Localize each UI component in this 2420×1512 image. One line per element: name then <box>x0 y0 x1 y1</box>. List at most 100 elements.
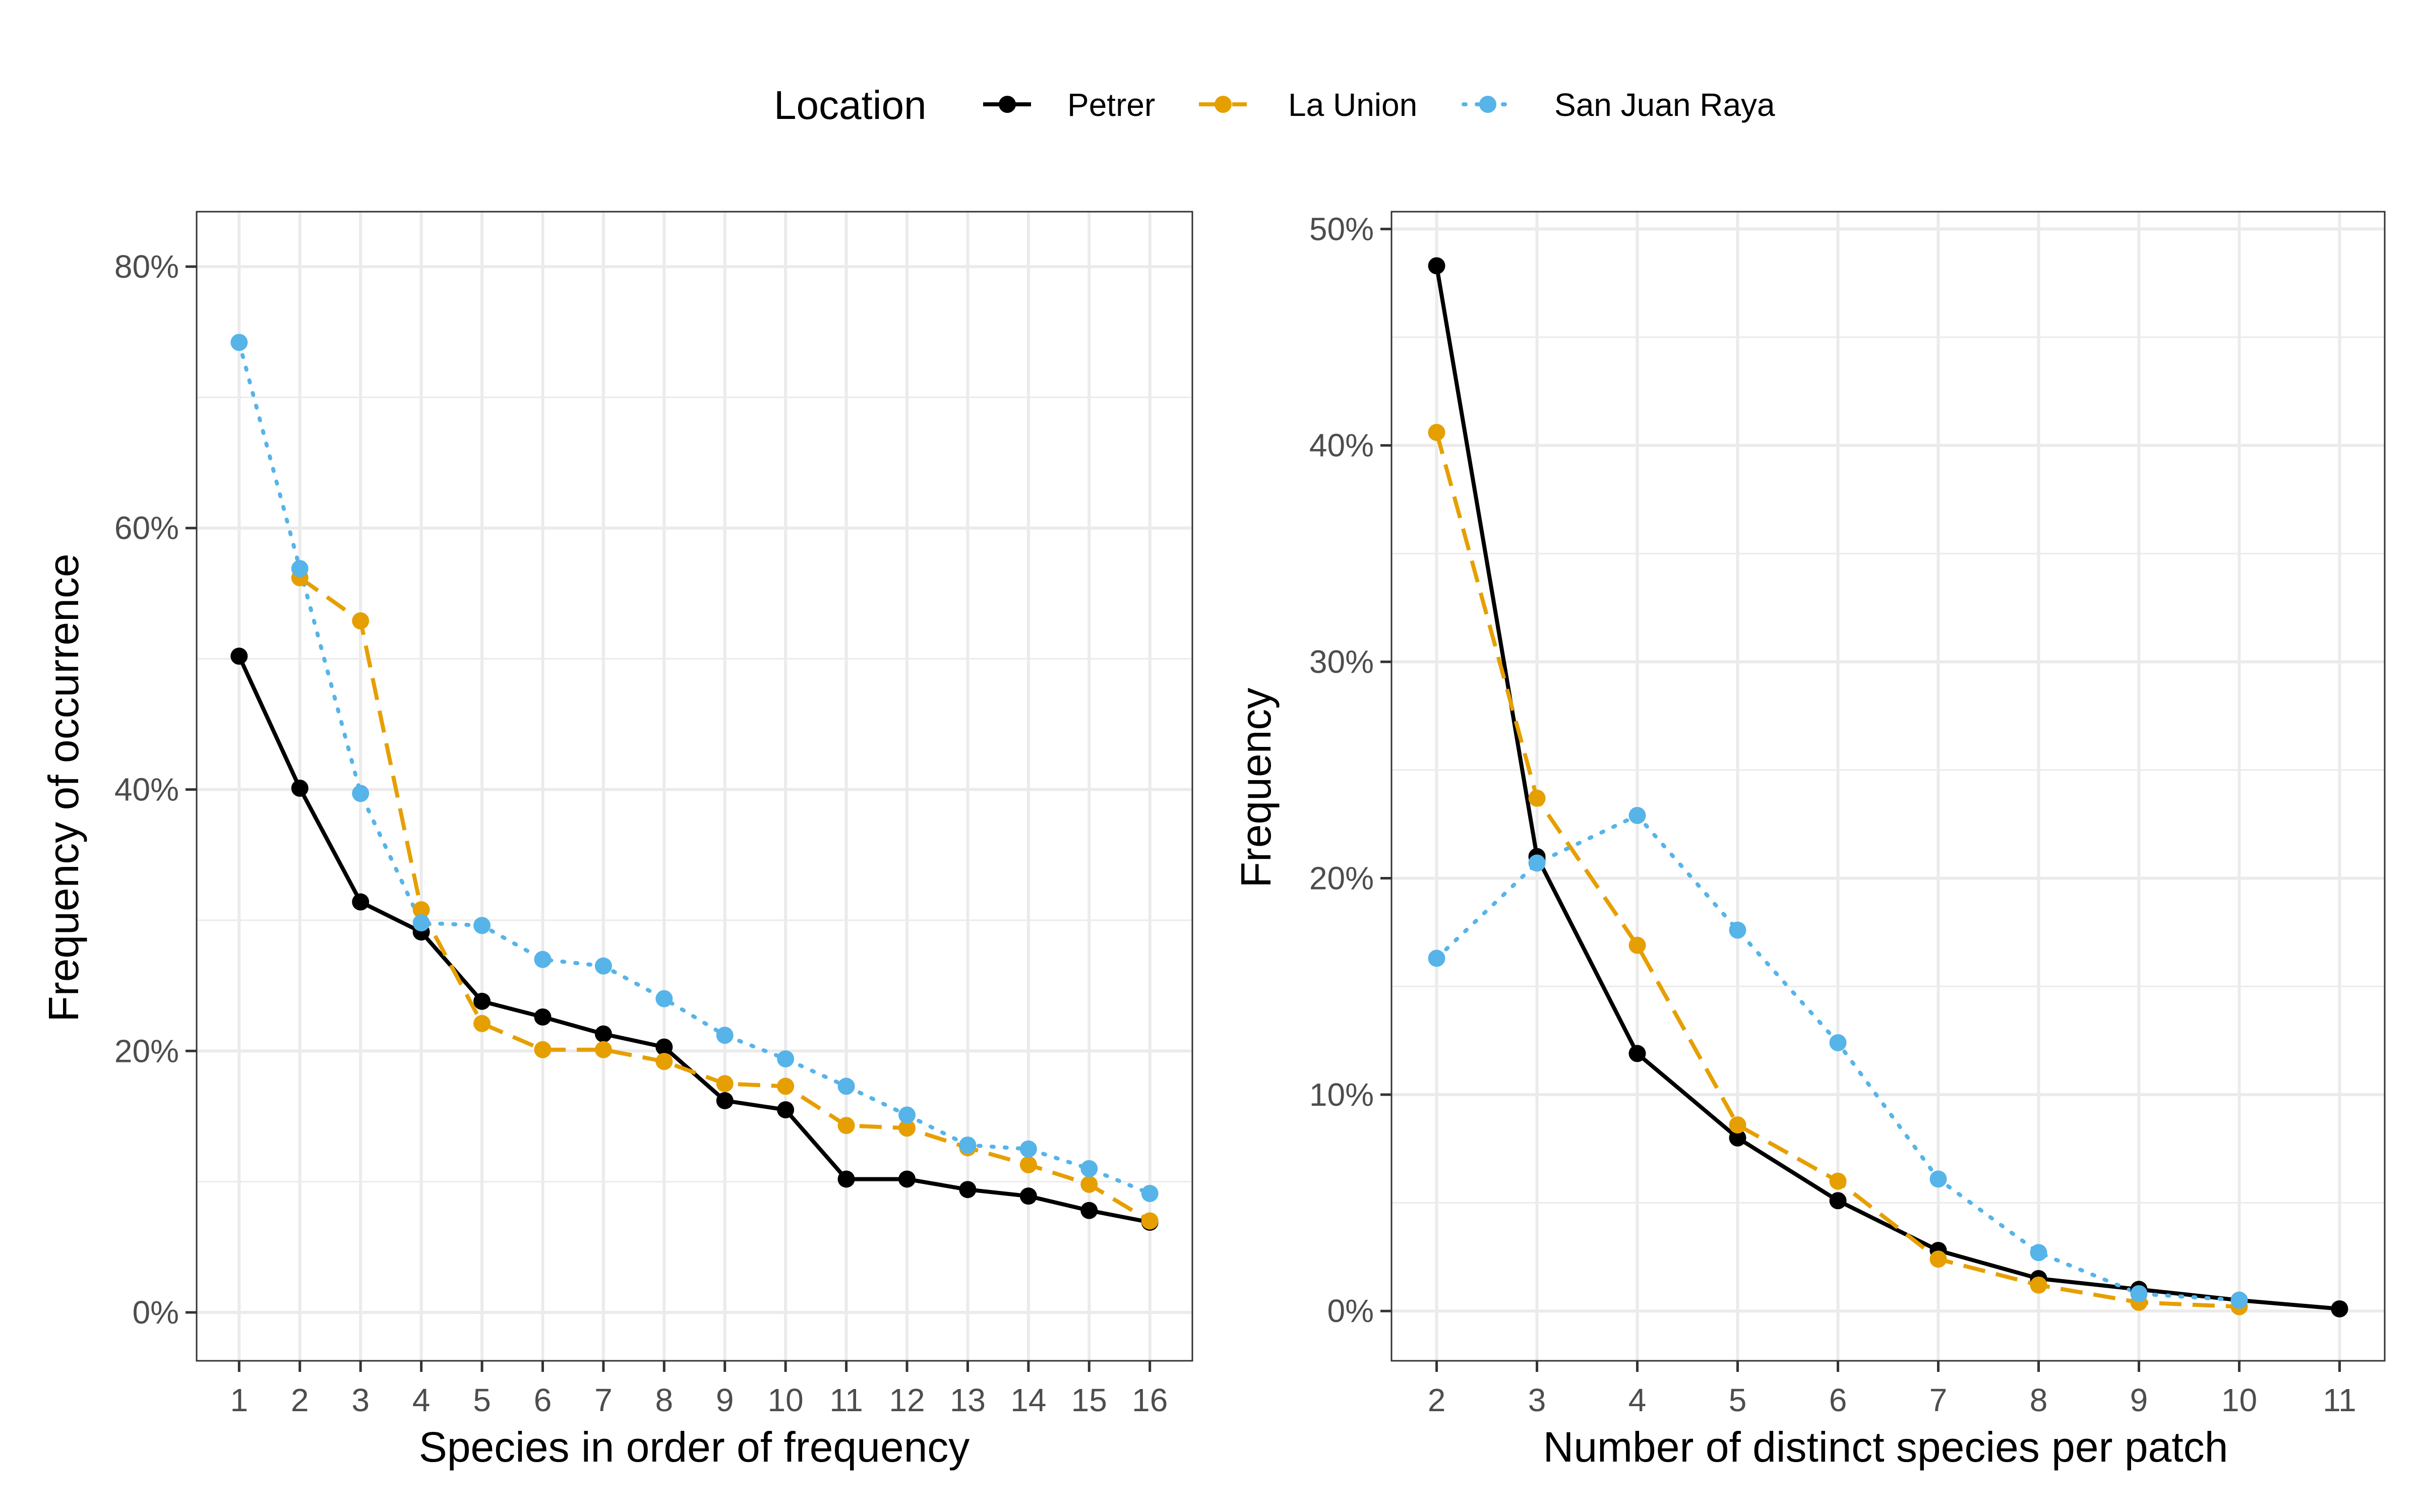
left-x-tick-label: 8 <box>655 1382 673 1418</box>
right-point-san-juan-raya <box>1528 854 1546 872</box>
left-point-san-juan-raya <box>352 785 370 802</box>
left-point-san-juan-raya <box>716 1027 734 1044</box>
left-point-la-union <box>534 1041 552 1058</box>
left-x-axis-title: Species in order of frequency <box>419 1423 970 1471</box>
left-x-tick-label: 13 <box>950 1382 986 1418</box>
right-panel-border <box>1390 211 2386 1362</box>
legend-key-la-union <box>1199 96 1247 113</box>
left-x-tick-label: 14 <box>1010 1382 1046 1418</box>
right-y-tick-label: 10% <box>1309 1077 1374 1113</box>
left-x-tick-label: 1 <box>230 1382 249 1418</box>
right-y-axis-title: Frequency <box>1232 688 1280 888</box>
legend-marker-san-juan-raya <box>1479 96 1496 113</box>
left-x-tick-label: 2 <box>291 1382 309 1418</box>
left-point-petrer <box>777 1101 795 1118</box>
left-point-petrer <box>594 1025 612 1043</box>
right-x-tick-label: 4 <box>1628 1382 1647 1418</box>
left-point-la-union <box>473 1015 491 1032</box>
right-chart-panel: 0% 10% 20% 30% 40% 50% 2 3 4 5 6 7 8 9 10 11 <box>1309 211 2386 1418</box>
right-point-la-union <box>1628 936 1646 954</box>
right-y-tick-label: 50% <box>1309 211 1374 247</box>
left-point-san-juan-raya <box>1141 1184 1159 1202</box>
left-point-la-union <box>1141 1212 1159 1230</box>
left-y-tick-label: 0% <box>133 1294 179 1331</box>
right-x-tick-label: 10 <box>2221 1382 2257 1418</box>
left-point-san-juan-raya <box>412 914 430 932</box>
right-point-san-juan-raya <box>1929 1170 1947 1188</box>
left-panel-border <box>196 211 1193 1362</box>
right-point-petrer <box>1428 257 1445 275</box>
left-point-la-union <box>1019 1156 1037 1173</box>
left-point-petrer <box>291 779 309 797</box>
left-point-petrer <box>534 1008 552 1026</box>
right-x-tick-label: 11 <box>2323 1382 2356 1418</box>
left-point-petrer <box>898 1170 916 1188</box>
right-x-tick-label: 8 <box>2030 1382 2048 1418</box>
left-point-la-union <box>655 1053 673 1070</box>
left-point-la-union <box>777 1078 795 1095</box>
right-point-san-juan-raya <box>1428 950 1445 967</box>
right-x-tick-label: 5 <box>1729 1382 1747 1418</box>
left-x-tick-label: 9 <box>716 1382 734 1418</box>
right-point-san-juan-raya <box>2130 1285 2148 1302</box>
right-series-line-petrer <box>1434 265 2340 1311</box>
right-point-petrer <box>1829 1192 1847 1210</box>
left-point-petrer <box>352 893 370 911</box>
left-point-petrer <box>473 992 491 1010</box>
right-point-petrer <box>1628 1045 1646 1062</box>
right-x-axis-title: Number of distinct species per patch <box>1543 1423 2228 1471</box>
left-y-tick-label: 60% <box>114 510 179 546</box>
legend-label-san-juan-raya: San Juan Raya <box>1554 87 1775 123</box>
left-point-la-union <box>837 1117 855 1135</box>
right-y-tick-label: 40% <box>1309 427 1374 464</box>
left-point-petrer <box>655 1038 673 1056</box>
left-point-petrer <box>837 1170 855 1188</box>
legend: Location Petrer La Union San Juan Raya <box>774 83 1775 128</box>
left-point-san-juan-raya <box>594 957 612 975</box>
right-y-tick-label: 20% <box>1309 860 1374 896</box>
left-point-la-union <box>412 901 430 919</box>
left-x-tick-label: 3 <box>351 1382 370 1418</box>
left-point-san-juan-raya <box>1080 1160 1098 1177</box>
left-point-petrer <box>1019 1187 1037 1205</box>
left-y-tick-label: 80% <box>114 248 179 285</box>
left-point-petrer <box>230 647 248 665</box>
right-point-san-juan-raya <box>2230 1291 2248 1309</box>
legend-key-petrer <box>983 96 1031 113</box>
legend-marker-la-union <box>1215 96 1232 113</box>
left-plot-background <box>197 212 1192 1361</box>
legend-label-petrer: Petrer <box>1067 87 1155 123</box>
right-point-la-union <box>1428 423 1445 441</box>
left-point-san-juan-raya <box>655 990 673 1007</box>
right-x-tick-label: 7 <box>1929 1382 1948 1418</box>
right-point-petrer <box>2331 1300 2348 1317</box>
right-plot-background <box>1392 212 2385 1361</box>
left-y-tick-label: 20% <box>114 1033 179 1069</box>
legend-label-la-union: La Union <box>1288 87 1417 123</box>
right-point-san-juan-raya <box>1628 806 1646 824</box>
left-point-petrer <box>1080 1202 1098 1219</box>
left-series-line-san-juan-raya <box>237 340 1152 1195</box>
left-y-tick-label: 40% <box>114 771 179 807</box>
left-point-san-juan-raya <box>291 560 309 578</box>
right-point-la-union <box>2030 1276 2047 1294</box>
left-point-petrer <box>716 1092 734 1109</box>
legend-marker-petrer <box>999 96 1016 113</box>
left-chart-panel: 0%20%40%60%80%1 2 3 4 5 6 7 8 9 10 11 12 13 14 15 16 <box>114 211 1193 1418</box>
left-y-axis-title: Frequency of occurrence <box>40 553 87 1022</box>
right-x-tick-label: 3 <box>1528 1382 1546 1418</box>
legend-title: Location <box>774 83 926 128</box>
left-x-tick-label: 5 <box>473 1382 491 1418</box>
left-point-san-juan-raya <box>534 951 552 968</box>
right-point-la-union <box>1729 1116 1746 1133</box>
left-point-san-juan-raya <box>1019 1140 1037 1158</box>
left-point-san-juan-raya <box>230 334 248 351</box>
right-x-tick-label: 9 <box>2130 1382 2148 1418</box>
left-x-tick-label: 11 <box>829 1382 863 1418</box>
right-point-san-juan-raya <box>2030 1244 2047 1262</box>
left-x-tick-label: 10 <box>768 1382 804 1418</box>
right-point-petrer <box>1729 1129 1746 1147</box>
left-point-san-juan-raya <box>898 1106 916 1124</box>
left-point-la-union <box>594 1041 612 1058</box>
left-point-la-union <box>716 1075 734 1093</box>
